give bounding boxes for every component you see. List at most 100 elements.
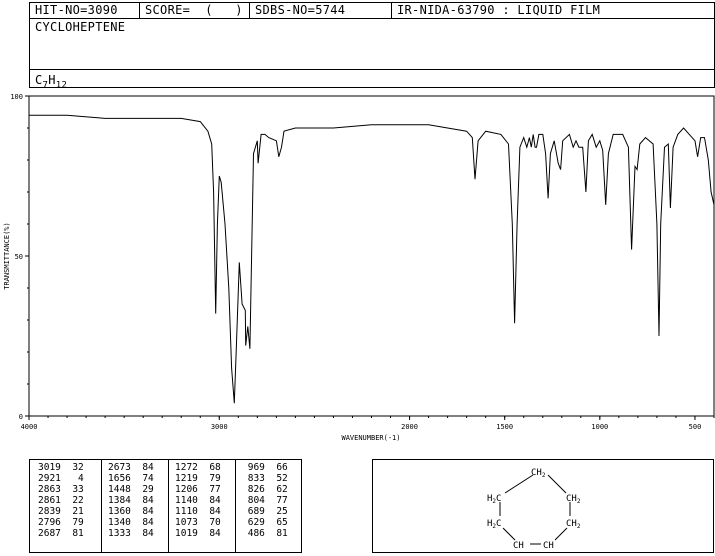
molecular-formula: C7H12 bbox=[35, 73, 68, 91]
peak-row: 1656 74 bbox=[108, 473, 168, 484]
peak-transmittance: 4 bbox=[60, 473, 84, 484]
atom-right-lower: CH2 bbox=[566, 519, 581, 530]
peak-row: 2921 4 bbox=[38, 473, 98, 484]
peak-row: 486 81 bbox=[242, 528, 302, 539]
peak-column: 2673 84 1656 74 1448 29 1384 84 1360 84 1340 … bbox=[108, 462, 168, 552]
peak-transmittance: 84 bbox=[130, 517, 154, 528]
peak-wavenumber: 1073 bbox=[175, 517, 198, 528]
peak-wavenumber: 1272 bbox=[175, 462, 198, 473]
peak-wavenumber: 2687 bbox=[38, 528, 61, 539]
peak-transmittance: 84 bbox=[130, 462, 154, 473]
peak-wavenumber: 1333 bbox=[108, 528, 131, 539]
peak-column: 1272 68 1219 79 1206 77 1140 84 1110 84 1073 … bbox=[175, 462, 235, 552]
x-axis: 4000 3000 2000 1500 1000 500 bbox=[21, 416, 715, 431]
atom-left-upper: H2C bbox=[487, 494, 501, 505]
peak-transmittance: 68 bbox=[197, 462, 221, 473]
peak-wavenumber: 1340 bbox=[108, 517, 131, 528]
peak-wavenumber: 1656 bbox=[108, 473, 131, 484]
hit-number: HIT-NO=3090 bbox=[30, 3, 140, 18]
y-tick-label: 0 bbox=[19, 413, 23, 421]
x-tick-label: 1500 bbox=[496, 423, 513, 431]
peak-wavenumber: 826 bbox=[242, 484, 265, 495]
atom-right-upper: CH2 bbox=[566, 494, 581, 505]
x-tick-label: 4000 bbox=[21, 423, 38, 431]
peak-wavenumber: 804 bbox=[242, 495, 265, 506]
y-tick-label: 50 bbox=[15, 253, 23, 261]
peak-row: 833 52 bbox=[242, 473, 302, 484]
peak-row: 629 65 bbox=[242, 517, 302, 528]
peak-row: 1384 84 bbox=[108, 495, 168, 506]
peak-wavenumber: 2796 bbox=[38, 517, 61, 528]
peak-transmittance: 52 bbox=[264, 473, 288, 484]
y-axis-label: TRANSMITTANCE(%) bbox=[3, 222, 11, 289]
atom-bottom-left: CH bbox=[513, 541, 524, 551]
peak-wavenumber: 969 bbox=[242, 462, 265, 473]
peak-column: 3019 32 2921 4 2863 33 2861 22 2839 21 2796 7… bbox=[38, 462, 98, 552]
x-tick-label: 2000 bbox=[401, 423, 418, 431]
atom-left-lower: H2C bbox=[487, 519, 501, 530]
y-tick-label: 100 bbox=[10, 93, 23, 101]
peak-transmittance: 70 bbox=[197, 517, 221, 528]
peak-row: 1219 79 bbox=[175, 473, 235, 484]
atom-bottom-right: CH bbox=[543, 541, 554, 551]
structure-diagram: CH2 H2C CH2 H2C CH2 CH CH bbox=[372, 459, 714, 553]
peak-row: 969 66 bbox=[242, 462, 302, 473]
spectrum-line bbox=[29, 114, 715, 404]
peak-transmittance: 66 bbox=[264, 462, 288, 473]
peak-wavenumber: 2863 bbox=[38, 484, 61, 495]
peak-transmittance: 32 bbox=[60, 462, 84, 473]
x-axis-label: WAVENUMBER(-1) bbox=[341, 434, 400, 442]
peak-table: 3019 32 2921 4 2863 33 2861 22 2839 21 2796 7… bbox=[29, 459, 302, 553]
peak-row: 2839 21 bbox=[38, 506, 98, 517]
peak-transmittance: 84 bbox=[197, 506, 221, 517]
peak-transmittance: 84 bbox=[197, 495, 221, 506]
peak-wavenumber: 1110 bbox=[175, 506, 198, 517]
peak-wavenumber: 689 bbox=[242, 506, 265, 517]
peak-wavenumber: 1448 bbox=[108, 484, 131, 495]
peak-wavenumber: 1140 bbox=[175, 495, 198, 506]
peak-row: 1272 68 bbox=[175, 462, 235, 473]
peak-row: 2861 22 bbox=[38, 495, 98, 506]
peak-row: 1333 84 bbox=[108, 528, 168, 539]
peak-wavenumber: 3019 bbox=[38, 462, 61, 473]
peak-transmittance: 79 bbox=[60, 517, 84, 528]
peak-transmittance: 84 bbox=[197, 528, 221, 539]
cycloheptene-structure: CH2 H2C CH2 H2C CH2 CH CH bbox=[487, 468, 581, 551]
peak-column: 969 66 833 52 826 62 804 77 689 25 629 6… bbox=[242, 462, 302, 552]
peak-wavenumber: 2673 bbox=[108, 462, 131, 473]
peak-wavenumber: 2861 bbox=[38, 495, 61, 506]
x-tick-label: 500 bbox=[689, 423, 702, 431]
peak-wavenumber: 2839 bbox=[38, 506, 61, 517]
peak-transmittance: 21 bbox=[60, 506, 84, 517]
peak-wavenumber: 629 bbox=[242, 517, 265, 528]
peak-wavenumber: 1206 bbox=[175, 484, 198, 495]
peak-transmittance: 84 bbox=[130, 506, 154, 517]
peak-transmittance: 84 bbox=[130, 495, 154, 506]
peak-row: 1073 70 bbox=[175, 517, 235, 528]
peak-row: 826 62 bbox=[242, 484, 302, 495]
sdbs-number: SDBS-NO=5744 bbox=[250, 3, 392, 18]
peak-row: 804 77 bbox=[242, 495, 302, 506]
spectrum-header: HIT-NO=3090 SCORE= ( ) SDBS-NO=5744 IR-N… bbox=[29, 2, 715, 91]
peak-wavenumber: 1219 bbox=[175, 473, 198, 484]
peak-transmittance: 77 bbox=[197, 484, 221, 495]
x-tick-label: 3000 bbox=[211, 423, 228, 431]
formula-row: C7H12 bbox=[30, 69, 714, 91]
x-tick-label: 1000 bbox=[591, 423, 608, 431]
peak-row: 2796 79 bbox=[38, 517, 98, 528]
peak-transmittance: 33 bbox=[60, 484, 84, 495]
peak-row: 3019 32 bbox=[38, 462, 98, 473]
atom-top: CH2 bbox=[531, 468, 546, 479]
peak-wavenumber: 1384 bbox=[108, 495, 131, 506]
peak-transmittance: 84 bbox=[130, 528, 154, 539]
peak-row: 1340 84 bbox=[108, 517, 168, 528]
peak-row: 1448 29 bbox=[108, 484, 168, 495]
peak-transmittance: 22 bbox=[60, 495, 84, 506]
peak-row: 2863 33 bbox=[38, 484, 98, 495]
compound-name: CYCLOHEPTENE bbox=[35, 20, 126, 34]
peak-wavenumber: 833 bbox=[242, 473, 265, 484]
header-info-row: HIT-NO=3090 SCORE= ( ) SDBS-NO=5744 IR-N… bbox=[30, 3, 714, 19]
peak-wavenumber: 1360 bbox=[108, 506, 131, 517]
peak-row: 1110 84 bbox=[175, 506, 235, 517]
